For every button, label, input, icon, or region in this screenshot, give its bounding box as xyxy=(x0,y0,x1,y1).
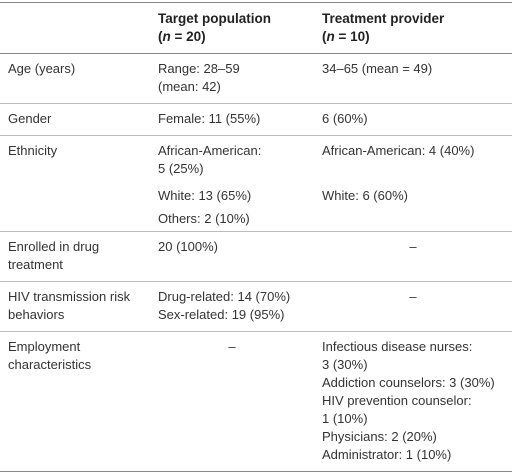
table-cell: Gender xyxy=(0,103,150,136)
table-cell: Range: 28–59 (mean: 42) xyxy=(150,53,314,104)
header-cell: Target population (n = 20) xyxy=(150,2,314,54)
table-cell: African-American: 4 (40%) xyxy=(314,135,512,185)
table-row: Enrolled in drug treatment 20 (100%) – xyxy=(0,231,512,282)
table-cell: African-American: 5 (25%) xyxy=(150,135,314,185)
cell-line: 1 (10%) xyxy=(322,411,368,426)
cell-line: White: 6 (60%) xyxy=(322,188,408,203)
cell-line: Gender xyxy=(8,111,52,126)
table-cell xyxy=(0,185,150,208)
table-cell: White: 13 (65%) xyxy=(150,185,314,208)
cell-line: Addiction counselors: 3 (30%) xyxy=(322,375,495,390)
cell-line: 6 (60%) xyxy=(322,111,368,126)
header-note-part: ( xyxy=(158,29,163,44)
header-note: (n = 10) xyxy=(322,28,504,46)
cell-line: 34–65 (mean = 49) xyxy=(322,61,433,76)
header-note-part: n xyxy=(162,29,171,44)
cell-line: Female: 11 (55%) xyxy=(158,111,261,126)
header-note-part: = 10) xyxy=(334,29,370,44)
table-cell: Infectious disease nurses: 3 (30%) Addicti… xyxy=(314,331,512,472)
cell-line: – xyxy=(409,239,417,254)
cell-line: Drug-related: 14 (70%) xyxy=(158,289,291,304)
table-cell: Ethnicity xyxy=(0,135,150,185)
cell-line: HIV prevention counselor: xyxy=(322,393,472,408)
cell-line: Physicians: 2 (20%) xyxy=(322,429,437,444)
table-row: Others: 2 (10%) xyxy=(0,208,512,232)
cell-line: behaviors xyxy=(8,307,65,322)
cell-line: White: 13 (65%) xyxy=(158,188,252,203)
table-cell: 6 (60%) xyxy=(314,103,512,136)
table-cell: Enrolled in drug treatment xyxy=(0,231,150,282)
table-row: White: 13 (65%) White: 6 (60%) xyxy=(0,185,512,208)
cell-line: – xyxy=(409,289,417,304)
cell-line: Infectious disease nurses: xyxy=(322,339,473,354)
table-cell: HIV transmission risk behaviors xyxy=(0,281,150,332)
cell-line: Enrolled in drug xyxy=(8,239,100,254)
table-cell: Female: 11 (55%) xyxy=(150,103,314,136)
header-note-part: n xyxy=(326,29,335,44)
table-cell: Drug-related: 14 (70%) Sex-related: 19 (9… xyxy=(150,281,314,332)
cell-line: characteristics xyxy=(8,357,92,372)
table-row: HIV transmission risk behaviors Drug-relat… xyxy=(0,281,512,332)
cell-line: Range: 28–59 xyxy=(158,61,240,76)
header-cell xyxy=(0,2,150,54)
header-note-part: = 20) xyxy=(170,29,206,44)
cell-line: 5 (25%) xyxy=(158,161,204,176)
cell-line: Age (years) xyxy=(8,61,76,76)
table-row: Gender Female: 11 (55%) 6 (60%) xyxy=(0,103,512,136)
table-cell: Others: 2 (10%) xyxy=(150,208,314,232)
cell-line: HIV transmission risk xyxy=(8,289,131,304)
table-row: Employment characteristics – Infectious dis… xyxy=(0,331,512,472)
table-row: Ethnicity African-American: 5 (25%) African… xyxy=(0,135,512,185)
cell-line: Others: 2 (10%) xyxy=(158,211,250,226)
table-cell: 34–65 (mean = 49) xyxy=(314,53,512,104)
cell-line: – xyxy=(228,339,236,354)
table-cell: – xyxy=(150,331,314,472)
header-title: Treatment provider xyxy=(322,11,445,26)
cell-line: Sex-related: 19 (95%) xyxy=(158,307,285,322)
cell-line: Ethnicity xyxy=(8,143,58,158)
table-cell: Employment characteristics xyxy=(0,331,150,472)
cell-line: treatment xyxy=(8,257,63,272)
cell-line: Administrator: 1 (10%) xyxy=(322,447,452,462)
header-title: Target population xyxy=(158,11,271,26)
cell-line: (mean: 42) xyxy=(158,79,221,94)
table-cell: – xyxy=(314,231,512,282)
cell-line: 20 (100%) xyxy=(158,239,218,254)
header-cell: Treatment provider (n = 10) xyxy=(314,2,512,54)
table-row: Age (years) Range: 28–59 (mean: 42) 34–65 (… xyxy=(0,53,512,104)
table-cell xyxy=(314,208,512,232)
table-cell: – xyxy=(314,281,512,332)
header-row: Target population (n = 20) Treatment provi… xyxy=(0,2,512,54)
cell-line: Employment xyxy=(8,339,81,354)
table-cell: White: 6 (60%) xyxy=(314,185,512,208)
table-cell: 20 (100%) xyxy=(150,231,314,282)
table-cell xyxy=(0,208,150,232)
cell-line: African-American: 4 (40%) xyxy=(322,143,475,158)
header-note-part: ( xyxy=(322,29,327,44)
table-cell: Age (years) xyxy=(0,53,150,104)
header-note: (n = 20) xyxy=(158,28,306,46)
cell-line: African-American: xyxy=(158,143,262,158)
cell-line: 3 (30%) xyxy=(322,357,368,372)
